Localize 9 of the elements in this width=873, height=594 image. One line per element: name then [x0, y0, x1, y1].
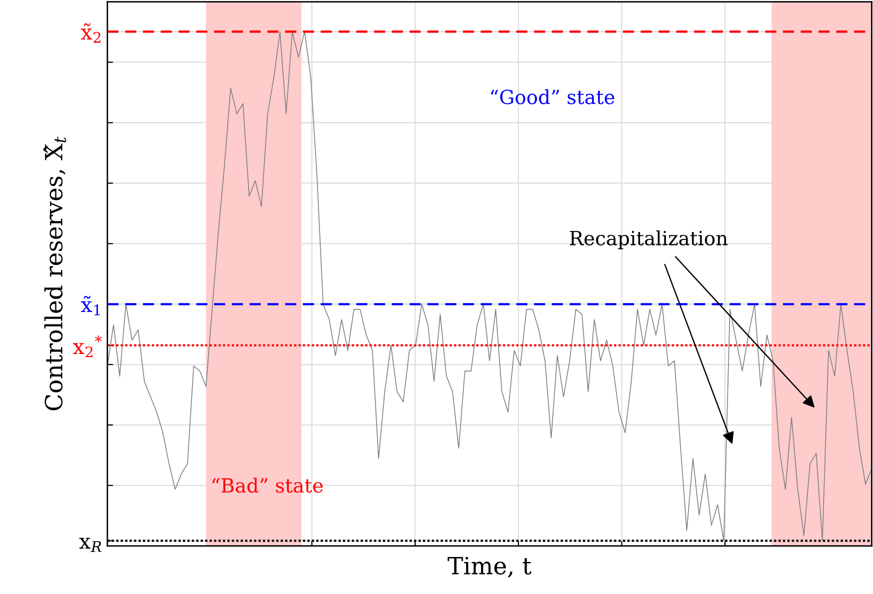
annotation: “Good” state	[491, 89, 614, 104]
ref-line-label: x̃$_{1}$	[80, 296, 100, 316]
ref-line-label: x$_{R}$	[79, 538, 102, 552]
y-axis-title: Controlled reserves, X̂$_{t}$	[43, 136, 66, 410]
annotation: “Bad” state	[212, 478, 323, 493]
ref-line-label: x$_{2}$$^{*}$	[72, 336, 102, 358]
ref-line-label: x̃$_{2}$	[80, 23, 100, 43]
x-axis-title: Time, t	[448, 556, 532, 578]
annotation: Recapitalization	[570, 230, 728, 250]
